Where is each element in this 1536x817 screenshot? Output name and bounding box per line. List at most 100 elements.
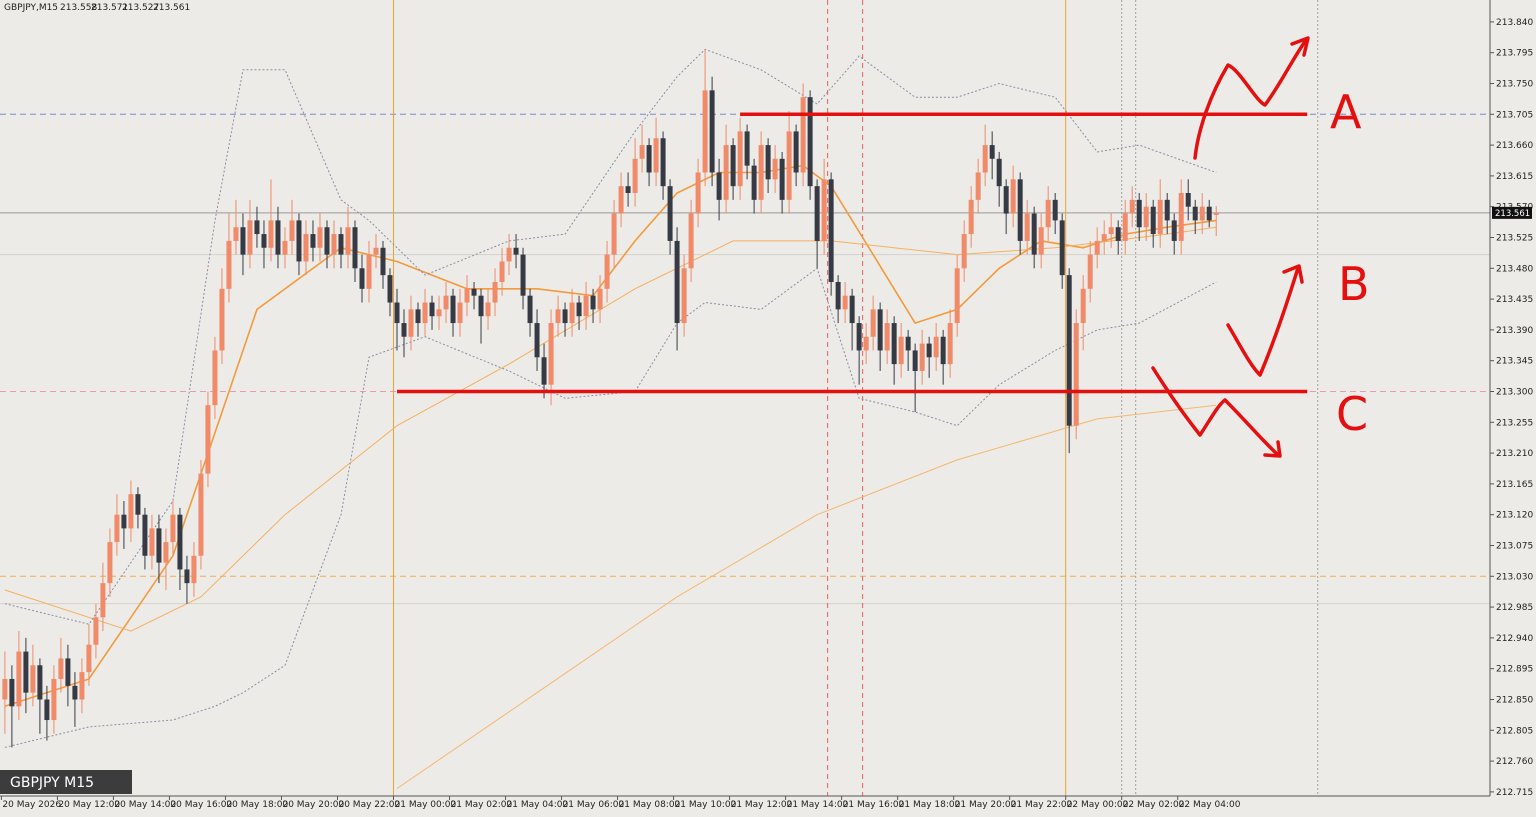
candle-body (1157, 199, 1163, 235)
candle-body (86, 644, 92, 673)
y-tick-label: 213.795 (1496, 49, 1533, 59)
candle-body (44, 699, 50, 721)
ohlc-value: 213.561 (153, 3, 190, 13)
candle-body (646, 145, 652, 173)
y-tick-label: 213.390 (1496, 326, 1533, 336)
candle-body (198, 473, 204, 556)
arrow-b-head (1282, 264, 1304, 284)
arrow-c (1151, 366, 1280, 457)
candle-body (1150, 206, 1156, 235)
x-tick-label: 21 May 08:00 (619, 800, 681, 810)
y-tick-label: 213.300 (1496, 387, 1533, 397)
y-tick-label: 213.705 (1496, 110, 1533, 120)
candle-body (366, 254, 372, 289)
candle-body (331, 234, 337, 255)
candle-body (807, 97, 813, 187)
x-tick-label: 21 May 18:00 (899, 800, 961, 810)
candle-body (121, 514, 127, 529)
candle-body (107, 542, 113, 584)
y-tick-label: 213.120 (1496, 511, 1533, 521)
candle-body (16, 651, 22, 707)
candle-body (1101, 234, 1107, 241)
candle-body (1129, 199, 1135, 214)
candle-body (429, 302, 435, 317)
candle-body (849, 295, 855, 324)
candle-body (191, 555, 197, 584)
candle-body (177, 514, 183, 570)
candle-body (184, 569, 190, 584)
x-tick-label: 20 May 14:00 (114, 800, 176, 810)
symbol-title: GBPJPY,M15 (4, 3, 58, 13)
candle-body (954, 268, 960, 324)
candle-body (1213, 212, 1219, 215)
candle-body (464, 288, 470, 303)
x-tick-label: 22 May 02:00 (1123, 800, 1185, 810)
x-tick-label: 22 May 00:00 (1067, 800, 1129, 810)
candle-body (534, 323, 540, 358)
candle-body (863, 336, 869, 351)
candle-body (828, 179, 834, 282)
candle-body (1192, 206, 1198, 221)
candle-body (163, 542, 169, 563)
axes: 213.840 213.795 213.750 213.705 213.660 213.6… (0, 18, 1533, 810)
candle-body (961, 234, 967, 269)
candle-body (415, 309, 421, 324)
arrow-c-head (1263, 440, 1282, 458)
candle-body (625, 186, 631, 194)
candle-body (618, 186, 624, 214)
candle-body (1094, 240, 1100, 255)
candle-body (779, 158, 785, 200)
candle-body (751, 165, 757, 200)
candle-body (548, 323, 554, 385)
y-tick-label: 213.615 (1496, 172, 1533, 182)
price-axis-bg (1490, 0, 1536, 817)
candle-body (569, 302, 575, 324)
candle-body (653, 138, 659, 173)
candle-body (492, 281, 498, 303)
candle-body (632, 158, 638, 194)
annotations: A B C (1330, 85, 1370, 441)
candle-body (408, 309, 414, 337)
candle-body (373, 247, 379, 255)
candle-body (296, 220, 302, 262)
x-tick-label: 21 May 12:00 (731, 800, 793, 810)
candle-body (996, 158, 1002, 187)
candle-body (380, 247, 386, 276)
candle-body (765, 145, 771, 180)
candle-body (79, 672, 85, 700)
x-tick-label: 21 May 02:00 (451, 800, 513, 810)
candle-body (1045, 199, 1051, 228)
candle-body (590, 295, 596, 310)
candle-body (583, 295, 589, 317)
x-tick-label: 21 May 06:00 (563, 800, 625, 810)
candle-body (506, 247, 512, 262)
y-tick-label: 213.075 (1496, 541, 1533, 551)
candle-body (898, 336, 904, 365)
ohlc-value: 213.571 (91, 3, 128, 13)
candle-body (457, 302, 463, 324)
candle-body (310, 234, 316, 248)
candle-body (639, 145, 645, 159)
x-tick-label: 21 May 22:00 (1011, 800, 1073, 810)
candle-body (1052, 199, 1058, 221)
candle-body (170, 514, 176, 543)
x-tick-label: 21 May 14:00 (787, 800, 849, 810)
candle-body (324, 227, 330, 255)
candle-body (1185, 193, 1191, 207)
candle-body (72, 685, 78, 700)
price-tag (1492, 206, 1532, 219)
candle-body (149, 528, 155, 556)
x-tick-label: 21 May 04:00 (507, 800, 569, 810)
candle-body (835, 281, 841, 310)
candle-body (51, 678, 57, 721)
candle-body (1017, 179, 1023, 241)
candle-body (100, 583, 106, 618)
x-tick-label: 20 May 20:00 (282, 800, 344, 810)
candle-body (1164, 199, 1170, 221)
candle-body (926, 343, 932, 358)
y-tick-label: 212.760 (1496, 757, 1533, 767)
candle-body (786, 131, 792, 200)
